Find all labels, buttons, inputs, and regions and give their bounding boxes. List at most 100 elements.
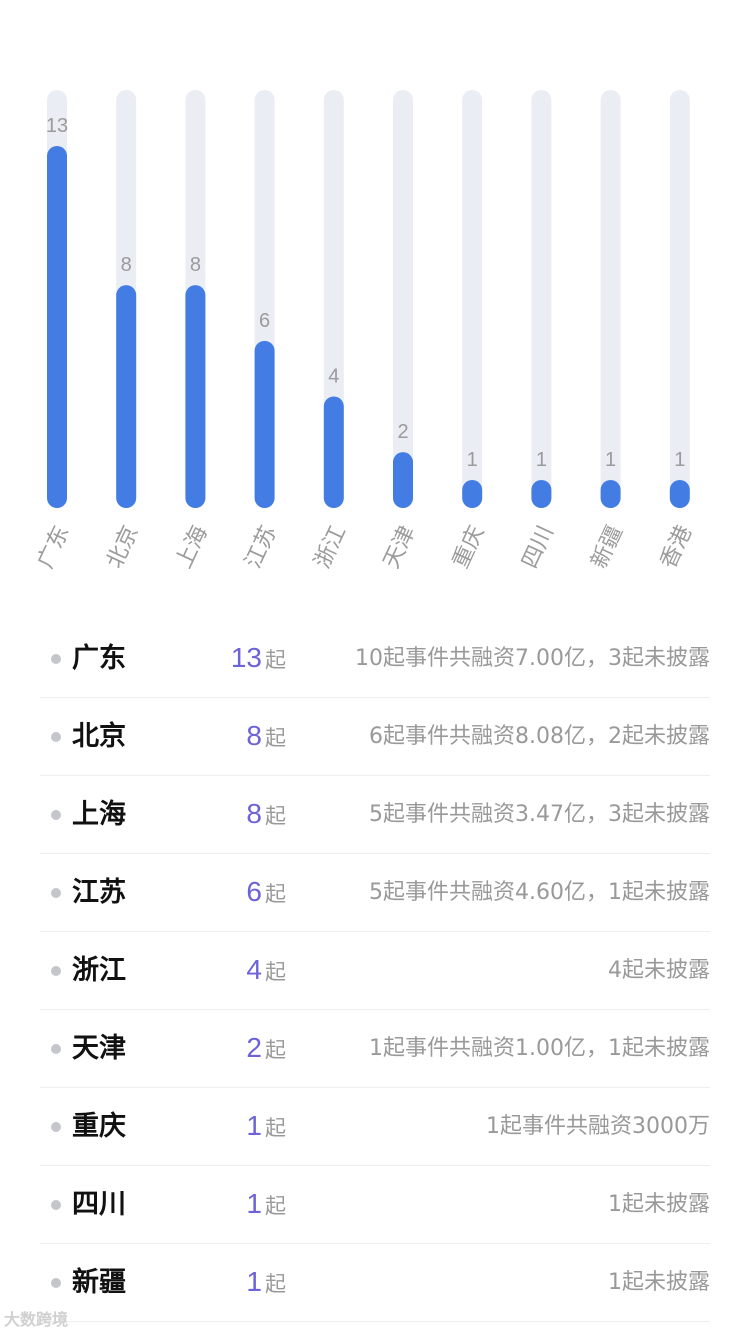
data-label-3: 6: [259, 310, 270, 332]
category-label-0: 广东: [33, 522, 74, 572]
count-unit: 起: [265, 648, 286, 672]
data-label-2: 8: [190, 254, 201, 276]
count-number: 8: [246, 720, 262, 751]
province-list: 广东 13 起 10起事件共融资7.00亿，3起未披露 北京 8 起 6起事件共融资8.08亿…: [40, 620, 710, 1322]
watermark-logo: 大数跨境: [4, 1310, 69, 1329]
province-name: 天津: [72, 1033, 126, 1064]
bar-3: [254, 340, 275, 508]
category-label-3: 江苏: [241, 522, 282, 572]
category-label-8: 新疆: [587, 522, 628, 572]
count-number: 8: [246, 798, 262, 829]
province-name: 江苏: [72, 877, 126, 908]
financing-description: 10起事件共融资7.00亿，3起未披露: [355, 646, 710, 671]
bar-5: [393, 452, 413, 508]
count-number: 1: [246, 1266, 262, 1297]
list-item: 广东 13 起 10起事件共融资7.00亿，3起未披露: [40, 620, 710, 698]
bullet-dot-icon: [51, 966, 61, 976]
province-name: 四川: [72, 1189, 126, 1220]
financing-description: 1起未披露: [608, 1192, 710, 1217]
data-label-5: 2: [397, 421, 408, 443]
category-label-5: 天津: [379, 522, 420, 572]
count-number: 4: [246, 954, 262, 985]
province-name: 新疆: [72, 1267, 126, 1298]
province-name: 浙江: [72, 955, 126, 986]
bar-6: [462, 480, 483, 508]
bar-4: [323, 396, 344, 508]
bar-0: [47, 146, 67, 508]
financing-description: 5起事件共融资3.47亿，3起未披露: [369, 802, 710, 827]
bar-2: [185, 285, 206, 508]
category-label-4: 浙江: [310, 522, 351, 572]
data-label-7: 1: [536, 449, 547, 471]
bar-track-6: [462, 90, 483, 508]
count-unit: 起: [265, 1272, 286, 1296]
count-unit: 起: [265, 960, 286, 984]
bar-track-8: [600, 90, 621, 508]
bullet-dot-icon: [51, 1044, 61, 1054]
bar-1: [116, 285, 137, 508]
count-unit: 起: [265, 882, 286, 906]
list-item: 四川 1 起 1起未披露: [40, 1166, 710, 1244]
bar-7: [531, 480, 552, 508]
bar-track-5: [393, 90, 413, 508]
list-item: 上海 8 起 5起事件共融资3.47亿，3起未披露: [40, 776, 710, 854]
category-label-7: 四川: [518, 522, 559, 572]
bullet-dot-icon: [51, 888, 61, 898]
list-item: 江苏 6 起 5起事件共融资4.60亿，1起未披露: [40, 854, 710, 932]
list-item: 新疆 1 起 1起未披露: [40, 1244, 710, 1322]
count-number: 2: [246, 1032, 262, 1063]
bullet-dot-icon: [51, 1200, 61, 1210]
list-item: 北京 8 起 6起事件共融资8.08亿，2起未披露: [40, 698, 710, 776]
category-label-2: 上海: [172, 522, 213, 572]
count-unit: 起: [265, 726, 286, 750]
bar-8: [600, 480, 621, 508]
bullet-dot-icon: [51, 810, 61, 820]
bar-track-7: [531, 90, 552, 508]
financing-description: 1起未披露: [608, 1270, 710, 1295]
list-item: 天津 2 起 1起事件共融资1.00亿，1起未披露: [40, 1010, 710, 1088]
count-unit: 起: [265, 1038, 286, 1062]
province-name: 重庆: [72, 1111, 126, 1142]
category-label-1: 北京: [102, 522, 143, 572]
category-label-9: 香港: [656, 522, 697, 572]
bar-9: [669, 480, 690, 508]
count-number: 1: [246, 1110, 262, 1141]
bullet-dot-icon: [51, 1278, 61, 1288]
financing-description: 1起事件共融资3000万: [486, 1114, 710, 1139]
financing-description: 5起事件共融资4.60亿，1起未披露: [369, 880, 710, 905]
data-label-8: 1: [605, 449, 616, 471]
financing-description: 6起事件共融资8.08亿，2起未披露: [369, 724, 710, 749]
data-label-0: 13: [46, 115, 68, 137]
bullet-dot-icon: [51, 1122, 61, 1132]
event-count: 13 起: [231, 639, 286, 681]
province-name: 北京: [72, 721, 126, 752]
province-name: 上海: [72, 799, 126, 830]
province-name: 广东: [72, 643, 126, 674]
list-item: 浙江 4 起 4起未披露: [40, 932, 710, 1010]
bar-chart: 13 广东 8 北京 8 上海 6 江苏 4 浙江 2 天津 1 重庆 1 四川 1 新疆 1 香港: [33, 90, 697, 572]
count-unit: 起: [265, 1194, 286, 1218]
count-unit: 起: [265, 1116, 286, 1140]
list-item: 重庆 1 起 1起事件共融资3000万: [40, 1088, 710, 1166]
data-label-4: 4: [328, 366, 339, 388]
count-number: 13: [230, 642, 262, 673]
data-label-1: 8: [121, 254, 132, 276]
count-number: 6: [246, 876, 262, 907]
financing-description: 4起未披露: [608, 958, 710, 983]
count-number: 1: [246, 1188, 262, 1219]
bar-track-9: [669, 90, 690, 508]
bullet-dot-icon: [51, 654, 61, 664]
bullet-dot-icon: [51, 732, 61, 742]
count-unit: 起: [265, 804, 286, 828]
financing-description: 1起事件共融资1.00亿，1起未披露: [369, 1036, 710, 1061]
category-label-6: 重庆: [448, 522, 489, 572]
data-label-6: 1: [467, 449, 478, 471]
